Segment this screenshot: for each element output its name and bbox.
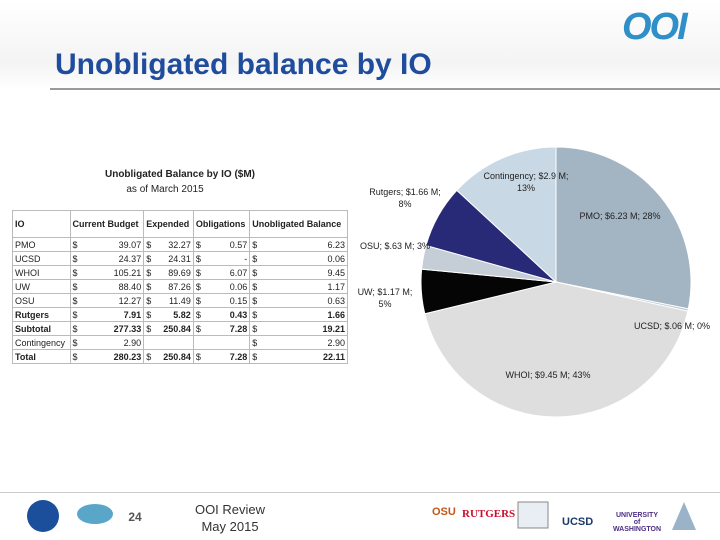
currency-cell: $: [69, 349, 83, 364]
rutgers-logo: RUTGERS: [462, 508, 516, 520]
row-label: Contingency: [12, 335, 71, 350]
row-label: UCSD: [12, 251, 71, 266]
value-cell: 280.23: [82, 349, 145, 364]
ship-logo: [672, 502, 696, 530]
currency-cell: $: [143, 349, 157, 364]
uw-logo: UNIVERSITY of WASHINGTON: [612, 512, 662, 533]
table-row: Subtotal $277.33 $250.84 $7.28 $19.21: [12, 321, 349, 336]
osu-logo: OSU: [432, 506, 456, 518]
seal-logo: [517, 501, 549, 529]
slice-label: UCSD; $.06 M; 0%: [633, 321, 711, 331]
header-band: [0, 0, 720, 90]
currency-cell: $: [249, 349, 263, 364]
column-header: IO: [12, 210, 71, 238]
ucsd-logo: UCSD: [562, 516, 594, 528]
slice-label: Contingency; $2.9 M; 13%: [483, 171, 569, 193]
table-row: Total $280.23 $250.84 $7.28 $22.11: [12, 349, 349, 364]
pie-slice: [424, 281, 689, 418]
value-cell: 250.84: [156, 349, 194, 364]
row-label: Total: [12, 349, 71, 364]
table-row: UCSD $24.37 $24.31 $ - $0.06: [12, 251, 349, 266]
table-row: PMO $39.07 $32.27 $0.57 $6.23: [12, 237, 349, 252]
slice-label: UW; $1.17 M; 5%: [357, 287, 413, 309]
row-label: PMO: [12, 237, 71, 252]
column-header: Obligations: [192, 210, 251, 238]
slice-label: PMO; $6.23 M; 28%: [579, 211, 661, 221]
column-header: Current Budget: [69, 210, 145, 238]
pie-slice: [456, 146, 557, 284]
slide-title: Unobligated balance by IO: [55, 48, 432, 81]
footer-event: OOI Review: [194, 502, 266, 517]
value-cell: 22.11: [262, 349, 349, 364]
table-title: Unobligated Balance by IO ($M): [104, 169, 256, 180]
pie-slice: [555, 146, 692, 310]
slice-label: OSU; $.63 M; 3%: [359, 241, 431, 251]
value-cell: 7.28: [205, 349, 251, 364]
logo: OOI: [622, 6, 688, 48]
nsf-logo: [27, 500, 59, 532]
budget-table: IO Current Budget Expended Obligations Unobl…: [12, 210, 349, 364]
table-row: WHOI $105.21 $89.69 $6.07 $9.45: [12, 265, 349, 280]
slice-label: WHOI; $9.45 M; 43%: [505, 370, 591, 380]
slice-label: Rutgers; $1.66 M; 8%: [369, 187, 441, 209]
table-row: Contingency $2.90 $2.90: [12, 335, 349, 350]
footer-graphics: [27, 500, 696, 532]
footer-date: May 2015: [201, 519, 259, 534]
header-row: IO Current Budget Expended Obligations Unobl…: [12, 210, 348, 238]
table-subtitle: as of March 2015: [126, 184, 204, 195]
currency-cell: $: [192, 349, 206, 364]
consortium-logo: [77, 504, 113, 524]
footer-rule: [0, 492, 720, 493]
title-rule: [50, 88, 720, 90]
page-number: 24: [128, 510, 142, 524]
